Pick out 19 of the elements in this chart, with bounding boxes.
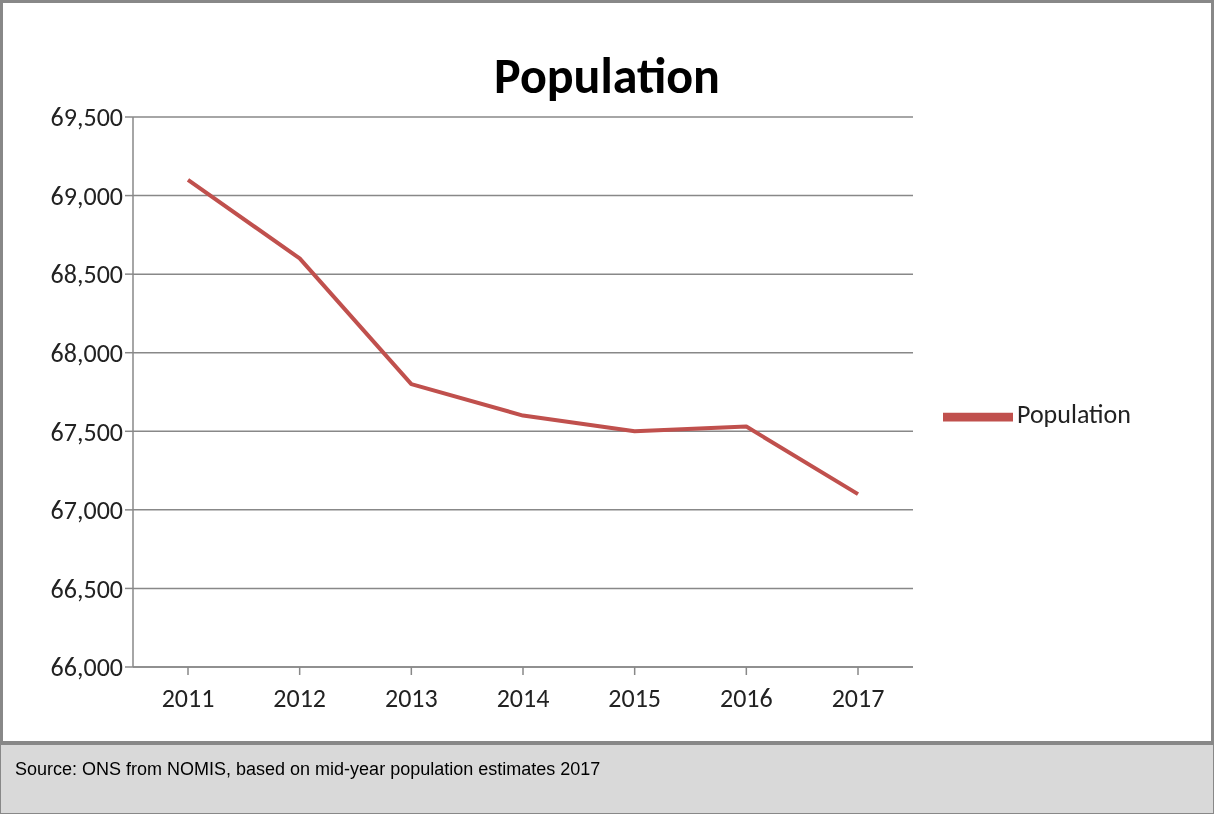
x-tick-label: 2011 <box>161 682 215 715</box>
x-tick-label: 2014 <box>496 682 550 715</box>
y-tick-label: 66,000 <box>50 651 123 684</box>
source-note: Source: ONS from NOMIS, based on mid-year population estimates 2017 <box>15 759 602 780</box>
x-tick-label: 2015 <box>608 682 662 715</box>
line-series <box>186 177 860 497</box>
x-tick-label: 2012 <box>273 682 327 715</box>
y-tick-label: 67,000 <box>50 494 123 527</box>
y-tick-label: 66,500 <box>50 572 123 605</box>
x-tick-label: 2013 <box>384 682 438 715</box>
y-tick-label: 68,000 <box>50 336 123 369</box>
y-tick-label: 67,500 <box>50 415 123 448</box>
legend-label: Population <box>1017 398 1131 431</box>
y-tick-label: 68,500 <box>50 258 123 291</box>
x-tick-label: 2016 <box>719 682 773 715</box>
y-tick-label: 69,500 <box>50 101 123 134</box>
chart-title: Population <box>494 45 720 106</box>
x-tick-label: 2017 <box>831 682 885 715</box>
y-tick-label: 69,000 <box>50 179 123 212</box>
